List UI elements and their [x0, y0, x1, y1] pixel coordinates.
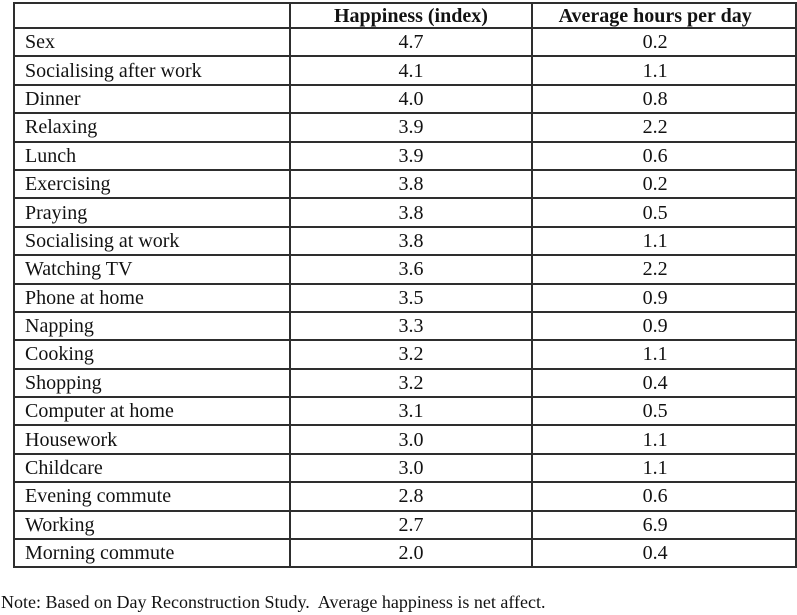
activity-cell: Cooking: [13, 339, 291, 370]
happiness-cell: 3.2: [288, 339, 534, 370]
hours-cell: 0.9: [531, 282, 797, 313]
hours-cell: 6.9: [531, 509, 797, 541]
activity-cell: Praying: [13, 197, 291, 228]
table-row: Socialising after work 4.1 1.1: [13, 55, 797, 86]
table-row: Cooking 3.2 1.1: [13, 339, 797, 370]
activity-cell: Relaxing: [13, 112, 291, 143]
happiness-cell: 2.7: [288, 509, 534, 541]
hours-cell: 0.9: [531, 310, 797, 342]
happiness-cell: 3.9: [288, 140, 534, 171]
hours-cell: 0.5: [531, 396, 797, 427]
table-row: Phone at home 3.5 0.9: [13, 282, 797, 313]
activity-cell: Exercising: [13, 168, 291, 200]
happiness-cell: 3.8: [288, 168, 534, 200]
hours-cell: 2.2: [531, 112, 797, 143]
activity-cell: Working: [13, 509, 291, 541]
table-row: Morning commute 2.0 0.4: [13, 538, 797, 569]
hours-cell: 1.1: [531, 339, 797, 370]
happiness-cell: 3.5: [288, 282, 534, 313]
table-row: Dinner 4.0 0.8: [13, 83, 797, 115]
hours-cell: 0.2: [531, 168, 797, 200]
table-row: Childcare 3.0 1.1: [13, 452, 797, 484]
happiness-cell: 2.0: [288, 538, 534, 569]
table-row: Exercising 3.8 0.2: [13, 168, 797, 200]
happiness-cell: 4.0: [288, 83, 534, 115]
hours-cell: 0.6: [531, 481, 797, 512]
activity-cell: Phone at home: [13, 282, 291, 313]
activity-cell: Shopping: [13, 367, 291, 399]
happiness-cell: 3.0: [288, 424, 534, 455]
hours-cell: 2.2: [531, 254, 797, 285]
hours-cell: 1.1: [531, 452, 797, 484]
table-row: Computer at home 3.1 0.5: [13, 396, 797, 427]
activity-cell: Computer at home: [13, 396, 291, 427]
table-row: Socialising at work 3.8 1.1: [13, 225, 797, 257]
happiness-cell: 3.0: [288, 452, 534, 484]
table-row: Working 2.7 6.9: [13, 509, 797, 541]
header-row: Happiness (index) Average hours per day: [13, 2, 797, 29]
table-row: Praying 3.8 0.5: [13, 197, 797, 228]
happiness-cell: 3.2: [288, 367, 534, 399]
activity-cell: Childcare: [13, 452, 291, 484]
table-row: Napping 3.3 0.9: [13, 310, 797, 342]
table-row: Lunch 3.9 0.6: [13, 140, 797, 171]
activity-cell: Sex: [13, 26, 291, 58]
table-row: Relaxing 3.9 2.2: [13, 112, 797, 143]
happiness-cell: 3.3: [288, 310, 534, 342]
hours-cell: 0.2: [531, 26, 797, 58]
activity-cell: Housework: [13, 424, 291, 455]
column-header-average-hours: Average hours per day: [531, 2, 797, 29]
happiness-cell: 3.1: [288, 396, 534, 427]
happiness-cell: 4.1: [288, 55, 534, 86]
hours-cell: 1.1: [531, 424, 797, 455]
activity-cell: Socialising at work: [13, 225, 291, 257]
hours-cell: 0.4: [531, 538, 797, 569]
activity-cell: Napping: [13, 310, 291, 342]
happiness-by-activity-table: Happiness (index) Average hours per day …: [13, 2, 797, 569]
column-header-activity: [13, 2, 291, 29]
hours-cell: 0.6: [531, 140, 797, 171]
table-row: Shopping 3.2 0.4: [13, 367, 797, 399]
hours-cell: 0.5: [531, 197, 797, 228]
happiness-cell: 3.8: [288, 197, 534, 228]
table-body: Sex 4.7 0.2 Socialising after work 4.1 1.1 Din…: [13, 26, 797, 569]
happiness-cell: 3.8: [288, 225, 534, 257]
hours-cell: 0.4: [531, 367, 797, 399]
table-note: Note: Based on Day Reconstruction Study.…: [1, 592, 546, 612]
happiness-cell: 3.9: [288, 112, 534, 143]
happiness-cell: 2.8: [288, 481, 534, 512]
table-row: Housework 3.0 1.1: [13, 424, 797, 455]
activity-cell: Morning commute: [13, 538, 291, 569]
activity-cell: Lunch: [13, 140, 291, 171]
happiness-cell: 4.7: [288, 26, 534, 58]
table-row: Sex 4.7 0.2: [13, 26, 797, 58]
activity-cell: Dinner: [13, 83, 291, 115]
table-row: Evening commute 2.8 0.6: [13, 481, 797, 512]
hours-cell: 1.1: [531, 225, 797, 257]
happiness-cell: 3.6: [288, 254, 534, 285]
hours-cell: 0.8: [531, 83, 797, 115]
table-row: Watching TV 3.6 2.2: [13, 254, 797, 285]
activity-cell: Socialising after work: [13, 55, 291, 86]
activity-cell: Evening commute: [13, 481, 291, 512]
hours-cell: 1.1: [531, 55, 797, 86]
column-header-happiness-index: Happiness (index): [288, 2, 534, 29]
activity-cell: Watching TV: [13, 254, 291, 285]
